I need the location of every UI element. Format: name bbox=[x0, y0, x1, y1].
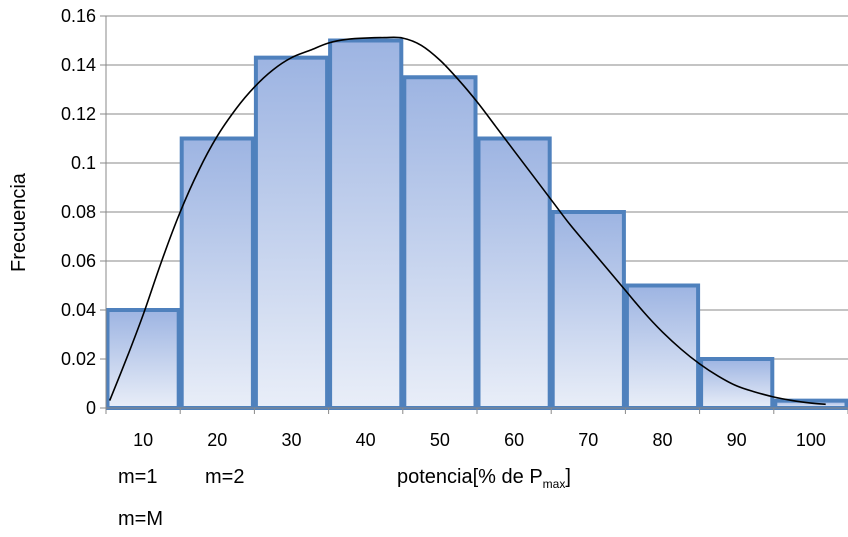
x-axis-label-subscript: max bbox=[542, 477, 566, 491]
x-tick-label: 90 bbox=[727, 430, 747, 450]
histogram-bar-90 bbox=[699, 357, 775, 410]
annotation-mM: m=M bbox=[118, 508, 163, 530]
x-tick-label: 10 bbox=[133, 430, 153, 450]
y-tick-label: 0 bbox=[86, 398, 96, 418]
y-tick-label: 0.16 bbox=[61, 6, 96, 26]
histogram-bar-30 bbox=[253, 55, 330, 411]
histogram-bar-40 bbox=[328, 38, 404, 410]
histogram-bar-10 bbox=[105, 308, 181, 410]
x-tick-label: 50 bbox=[430, 430, 450, 450]
y-tick-label: 0.06 bbox=[61, 251, 96, 271]
x-axis-label-symbol: P bbox=[529, 466, 543, 488]
y-axis-label: Frecuencia bbox=[8, 173, 30, 272]
y-tick-label: 0.08 bbox=[61, 202, 96, 222]
y-tick-label: 0.12 bbox=[61, 104, 96, 124]
y-tick-label: 0.02 bbox=[61, 349, 96, 369]
x-axis-label-close: ] bbox=[565, 466, 571, 488]
fitted-distribution-curve bbox=[108, 36, 826, 406]
histogram-bar-60 bbox=[476, 136, 552, 410]
y-tick-label: 0.04 bbox=[61, 300, 96, 320]
histogram-bar-50 bbox=[402, 75, 478, 410]
y-tick-label: 0.1 bbox=[71, 153, 96, 173]
x-tick-label: 40 bbox=[356, 430, 376, 450]
y-tick-label: 0.14 bbox=[61, 55, 96, 75]
x-tick-label: 80 bbox=[652, 430, 672, 450]
histogram-bar-100 bbox=[773, 398, 848, 410]
annotation-m2: m=2 bbox=[205, 466, 245, 488]
x-axis-label: potencia[% de Pmax] bbox=[397, 466, 571, 491]
x-tick-label: 70 bbox=[578, 430, 598, 450]
x-tick-label: 60 bbox=[504, 430, 524, 450]
histogram-bar-20 bbox=[179, 136, 255, 410]
annotation-m1: m=1 bbox=[118, 466, 158, 488]
x-axis-label-text: potencia[% de bbox=[397, 466, 524, 488]
x-tick-label: 30 bbox=[281, 430, 301, 450]
histogram-bar-70 bbox=[550, 210, 626, 410]
x-tick-label: 20 bbox=[207, 430, 227, 450]
x-tick-label: 100 bbox=[796, 430, 826, 450]
